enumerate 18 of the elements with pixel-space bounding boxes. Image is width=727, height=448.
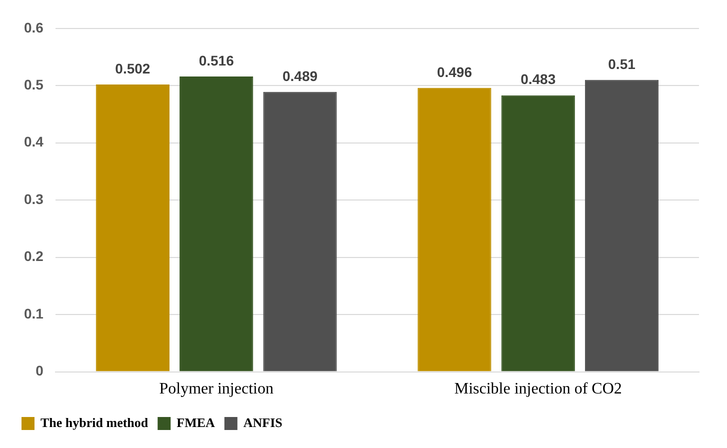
data-label: 0.496 [436, 64, 472, 80]
data-label: 0.51 [608, 56, 636, 72]
y-tick-label: 0.1 [24, 305, 44, 322]
data-label: 0.483 [520, 71, 556, 88]
y-tick-label: 0.6 [24, 19, 44, 36]
y-tick-label: 0 [36, 362, 44, 379]
legend-label: ANFIS [243, 414, 282, 430]
legend-label: FMEA [176, 414, 216, 430]
data-label: 0.489 [282, 68, 318, 84]
y-tick-label: 0.4 [24, 134, 44, 150]
legend-label: The hybrid method [40, 414, 149, 430]
y-tick-label: 0.5 [24, 76, 44, 92]
data-label: 0.516 [198, 52, 234, 68]
y-tick-label: 0.2 [24, 248, 44, 264]
data-label: 0.502 [115, 60, 150, 76]
x-tick-label: Miscible injection of CO2 [454, 380, 622, 398]
y-tick-label: 0.3 [24, 190, 44, 207]
x-tick-label: Polymer injection [159, 380, 274, 398]
